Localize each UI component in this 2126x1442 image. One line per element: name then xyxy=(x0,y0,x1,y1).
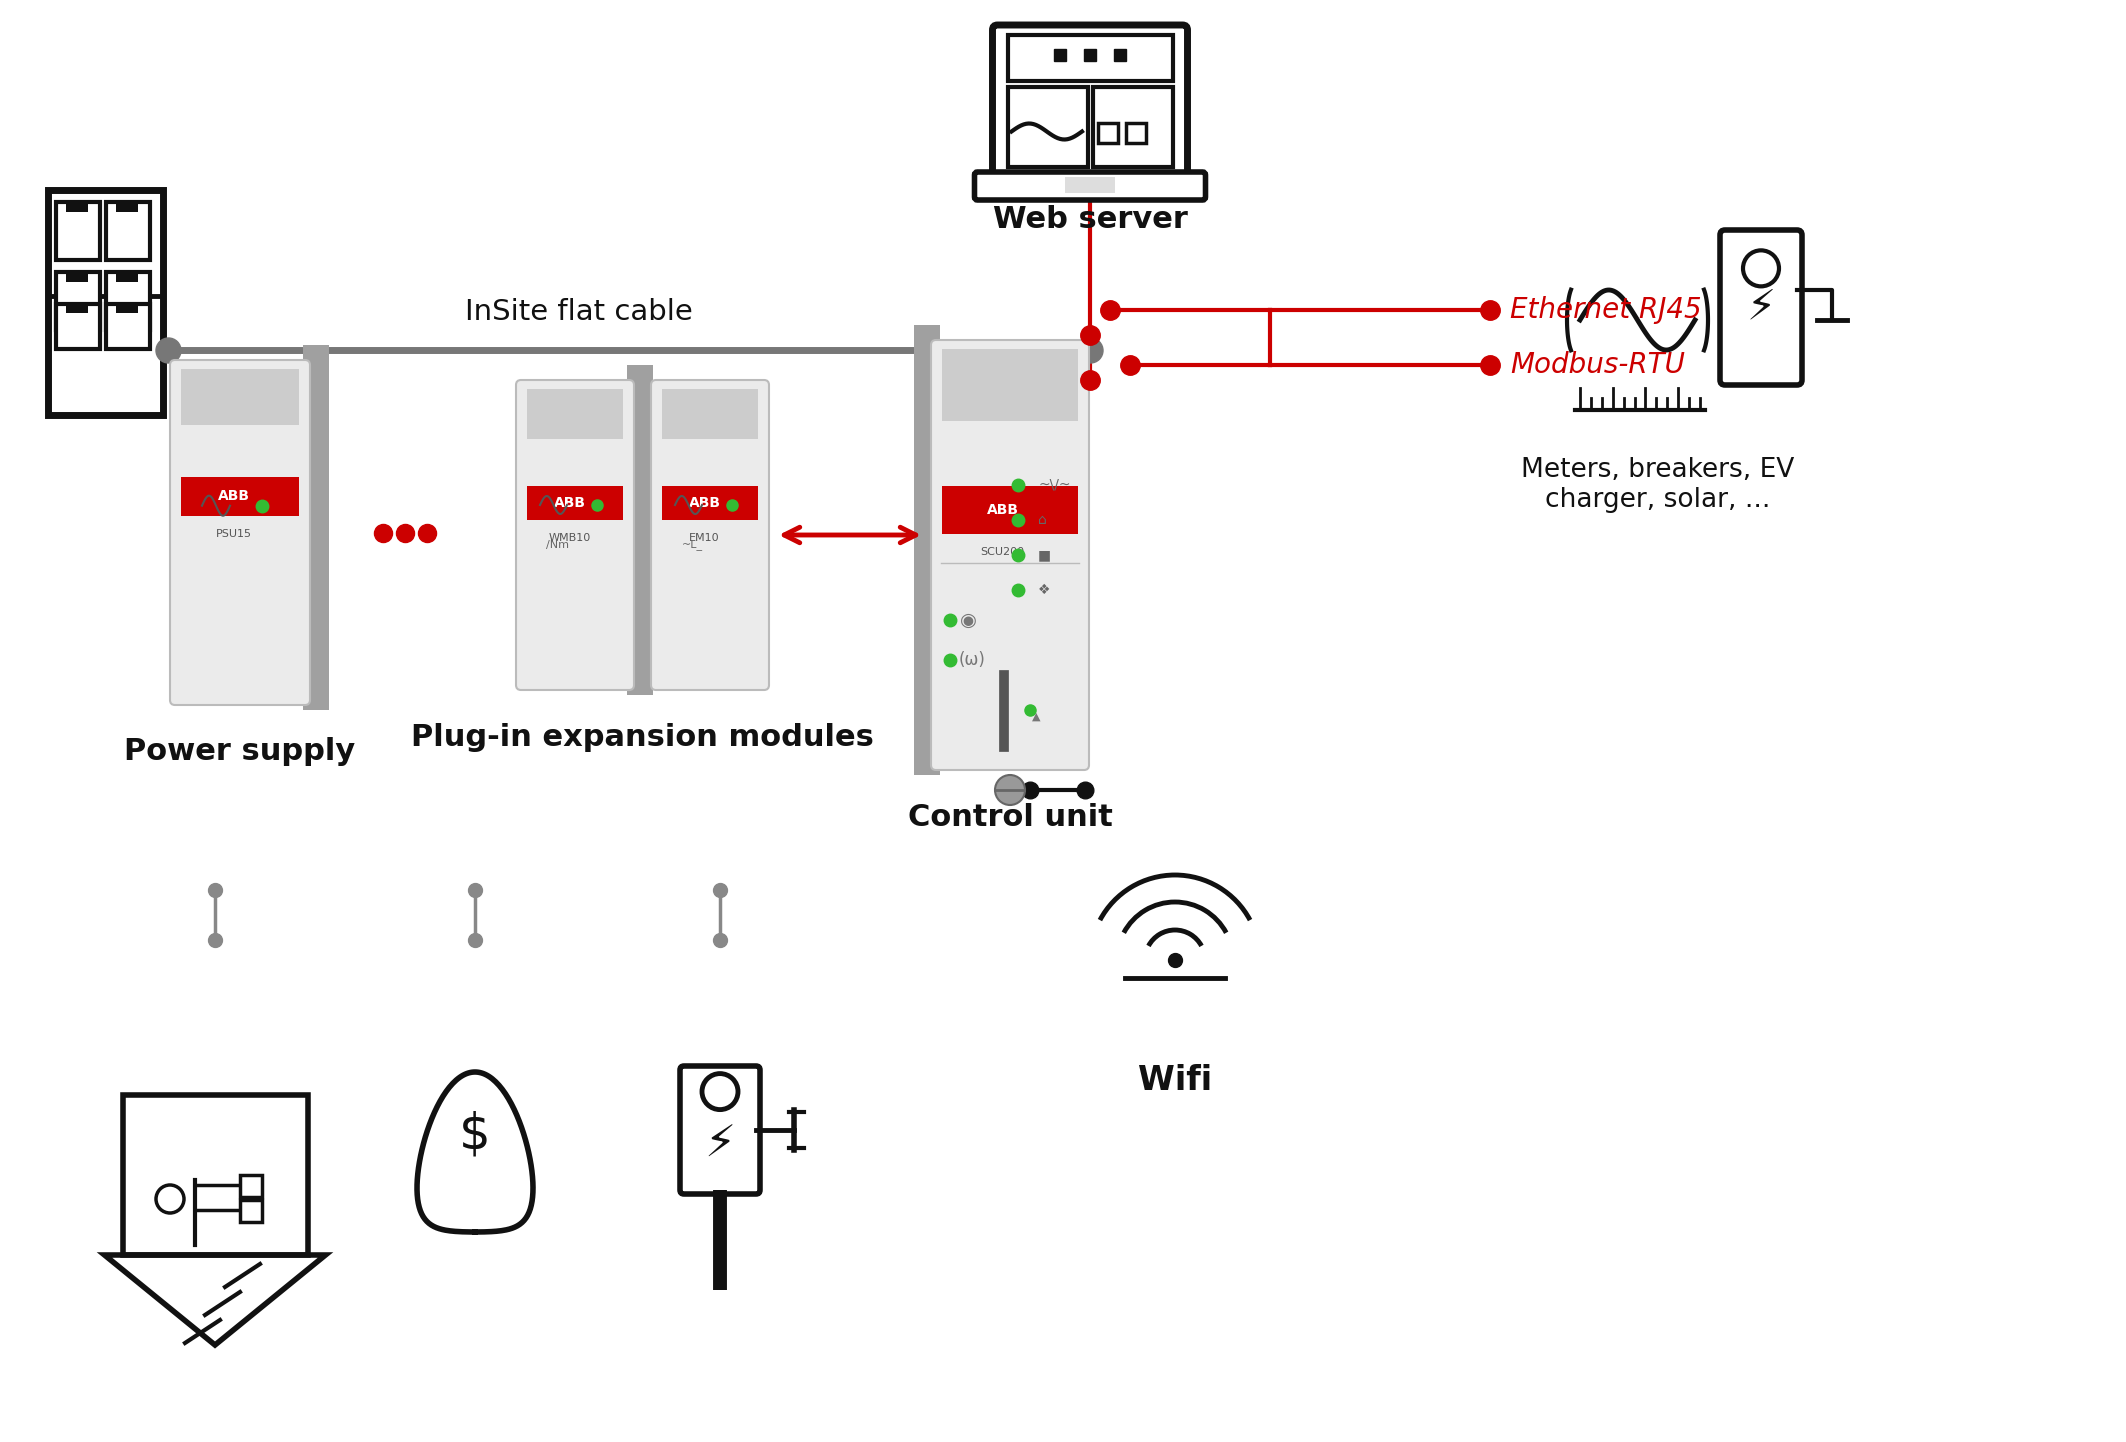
Text: EM10: EM10 xyxy=(689,534,721,544)
Text: ABB: ABB xyxy=(986,503,1018,516)
Text: Meters, breakers, EV
charger, solar, ...: Meters, breakers, EV charger, solar, ... xyxy=(1520,457,1794,513)
Bar xyxy=(527,486,623,521)
Bar xyxy=(240,1200,261,1221)
Text: ▲: ▲ xyxy=(1031,712,1040,722)
Text: Power supply: Power supply xyxy=(125,737,355,767)
FancyBboxPatch shape xyxy=(170,360,310,705)
Bar xyxy=(1093,88,1174,167)
FancyBboxPatch shape xyxy=(517,381,634,691)
Circle shape xyxy=(1743,251,1779,287)
Bar xyxy=(1008,88,1089,167)
Bar xyxy=(240,1175,261,1197)
Text: ❖: ❖ xyxy=(1037,583,1050,597)
Bar xyxy=(55,304,100,349)
Bar xyxy=(1097,123,1118,143)
Bar xyxy=(66,273,87,283)
Text: ~L_: ~L_ xyxy=(682,539,702,551)
FancyBboxPatch shape xyxy=(931,340,1089,770)
Text: /Nm: /Nm xyxy=(546,539,568,549)
Bar xyxy=(181,477,300,516)
Bar xyxy=(527,389,623,438)
Bar xyxy=(304,345,330,709)
Text: SCU200: SCU200 xyxy=(980,547,1025,557)
Circle shape xyxy=(155,1185,185,1213)
Bar xyxy=(49,190,164,415)
Bar xyxy=(661,486,759,521)
Text: ABB: ABB xyxy=(553,496,585,510)
Text: $: $ xyxy=(459,1110,491,1159)
Text: Plug-in expansion modules: Plug-in expansion modules xyxy=(410,722,874,751)
Text: PSU15: PSU15 xyxy=(215,529,251,539)
Circle shape xyxy=(702,1074,738,1109)
Bar xyxy=(1065,177,1114,193)
Bar xyxy=(123,1094,308,1255)
Circle shape xyxy=(995,774,1025,805)
FancyBboxPatch shape xyxy=(1720,231,1803,385)
Bar xyxy=(106,304,151,349)
Text: Modbus-RTU: Modbus-RTU xyxy=(1509,350,1686,379)
Text: ⌂: ⌂ xyxy=(1037,513,1046,526)
Bar xyxy=(55,202,100,260)
Text: Ethernet RJ45: Ethernet RJ45 xyxy=(1509,296,1701,324)
Bar xyxy=(66,304,87,313)
Bar xyxy=(117,273,138,283)
Text: ABB: ABB xyxy=(217,489,249,503)
Bar xyxy=(117,304,138,313)
Bar xyxy=(181,369,300,425)
Bar xyxy=(106,202,151,260)
Bar xyxy=(66,203,87,212)
Bar xyxy=(942,349,1078,421)
Text: InSite flat cable: InSite flat cable xyxy=(466,298,693,326)
Bar xyxy=(117,203,138,212)
Text: ⚡: ⚡ xyxy=(1745,287,1775,329)
Bar xyxy=(1008,35,1174,81)
Text: (ω): (ω) xyxy=(959,650,986,669)
Bar xyxy=(1127,123,1146,143)
FancyBboxPatch shape xyxy=(651,381,770,691)
Bar xyxy=(627,365,653,695)
Bar xyxy=(914,324,940,774)
Text: WMB10: WMB10 xyxy=(549,534,591,544)
Text: Web server: Web server xyxy=(993,206,1188,235)
Bar xyxy=(661,389,759,438)
FancyBboxPatch shape xyxy=(680,1066,759,1194)
Text: ⚡: ⚡ xyxy=(704,1123,736,1167)
Text: ◉: ◉ xyxy=(959,610,976,630)
FancyBboxPatch shape xyxy=(993,25,1188,180)
Text: ■: ■ xyxy=(1037,548,1050,562)
Text: ~\/~: ~\/~ xyxy=(1037,477,1072,492)
Bar xyxy=(942,486,1078,534)
Text: ABB: ABB xyxy=(689,496,721,510)
FancyBboxPatch shape xyxy=(974,172,1205,200)
Text: Control unit: Control unit xyxy=(908,803,1112,832)
Text: Wifi: Wifi xyxy=(1137,1064,1212,1096)
Bar xyxy=(55,273,100,330)
Bar xyxy=(106,273,151,330)
